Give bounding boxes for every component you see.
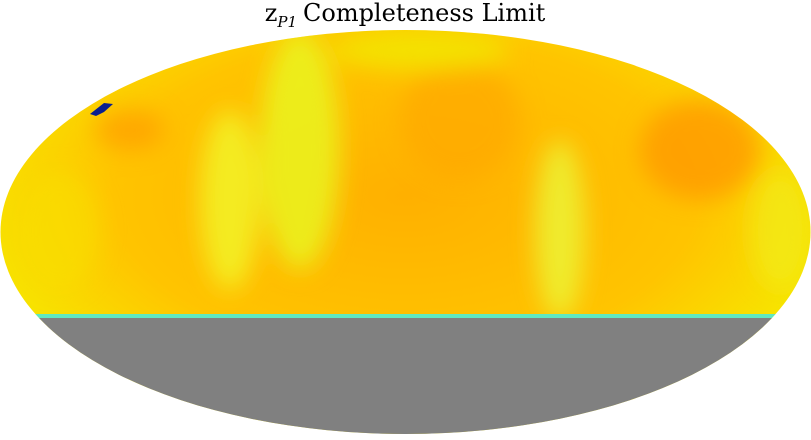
title-subscript: P1 [276, 13, 297, 31]
map-texture [20, 30, 810, 320]
title-rest: Completeness Limit [303, 0, 546, 27]
masked-region [0, 318, 811, 434]
title-main: z [265, 0, 278, 27]
low-patch [90, 103, 113, 116]
edge-band [0, 314, 811, 320]
map-title: zP1 Completeness Limit [265, 0, 546, 31]
